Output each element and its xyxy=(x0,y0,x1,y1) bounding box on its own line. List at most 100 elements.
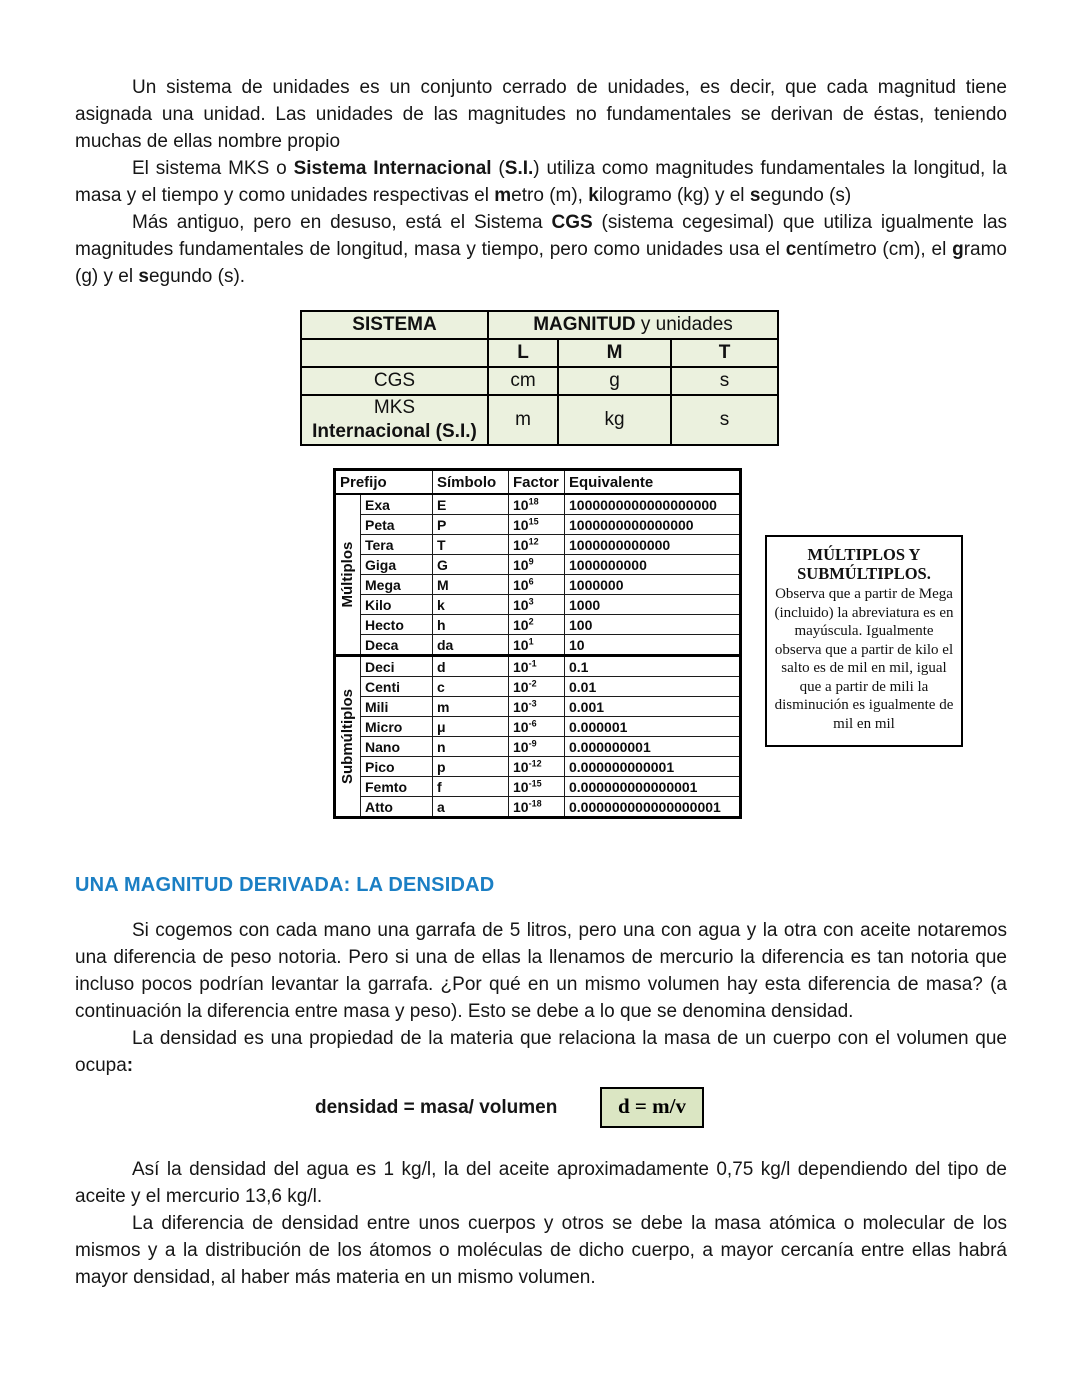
dimension-header-cell: L xyxy=(487,338,559,368)
prefijo-cell: Deca xyxy=(360,634,433,656)
factor-cell: 10-12 xyxy=(508,756,565,777)
prefijo-cell: Centi xyxy=(360,676,433,697)
simbolo-cell: M xyxy=(432,574,509,595)
factor-cell: 1018 xyxy=(508,493,565,515)
paragraph-mks-si: El sistema MKS o Sistema Internacional (… xyxy=(75,158,1007,206)
prefix-row: Femto f 10-15 0.000000000000001 xyxy=(335,776,741,797)
prefijo-cell: Mili xyxy=(360,696,433,717)
paragraph-cgs: Más antiguo, pero en desuso, está el Sis… xyxy=(75,212,1008,287)
equivalente-cell: 0.000000000000000001 xyxy=(564,796,741,818)
prefix-row: Pico p 10-12 0.000000000001 xyxy=(335,756,741,777)
si-prefixes-table: Prefijo Símbolo Factor Equivalente Múltiplos… xyxy=(333,468,742,819)
factor-cell: 10-1 xyxy=(508,654,565,677)
prefix-row: Múltiplos Exa E 1018 1000000000000000000 xyxy=(334,493,741,656)
simbolo-cell: p xyxy=(432,756,509,777)
simbolo-cell: f xyxy=(432,776,509,797)
equivalente-cell: 0.1 xyxy=(564,654,741,677)
equivalente-cell: 0.000001 xyxy=(564,716,741,737)
unit-cell: g xyxy=(557,366,672,396)
factor-cell: 106 xyxy=(508,574,565,595)
equivalente-cell: 0.000000000001 xyxy=(564,756,741,777)
simbolo-cell: T xyxy=(432,534,509,555)
prefijo-cell: Giga xyxy=(360,554,433,575)
prefix-header-row: Prefijo Símbolo Factor Equivalente xyxy=(334,469,741,495)
paragraph-garrafa: Si cogemos con cada mano una garrafa de … xyxy=(75,920,1007,1022)
equivalente-cell: 0.000000001 xyxy=(564,736,741,757)
factor-cell: 10-9 xyxy=(508,736,565,757)
paragraph-densidades-ejemplos: Así la densidad del agua es 1 kg/l, la d… xyxy=(75,1159,1007,1207)
factor-cell: 10-3 xyxy=(508,696,565,717)
simbolo-cell: da xyxy=(432,634,509,656)
unit-cell: s xyxy=(670,394,779,446)
prefix-row: Mega M 106 1000000 xyxy=(335,574,741,595)
factor-cell: 1015 xyxy=(508,514,565,535)
sistema-header-cell: SISTEMA xyxy=(300,310,489,340)
system-name-cell: CGS xyxy=(300,366,489,396)
prefijo-cell: Pico xyxy=(360,756,433,777)
prefix-row: Tera T 1012 1000000000000 xyxy=(335,534,741,555)
factor-cell: 10-2 xyxy=(508,676,565,697)
simbolo-cell: G xyxy=(432,554,509,575)
magnitud-header-cell: MAGNITUD y unidades xyxy=(487,310,779,340)
prefijo-cell: Mega xyxy=(360,574,433,595)
equivalente-cell: 1000000000000 xyxy=(564,534,741,555)
prefijo-cell: Micro xyxy=(360,716,433,737)
factor-cell: 102 xyxy=(508,614,565,635)
factor-cell: 101 xyxy=(508,634,565,656)
density-formula-text: densidad = masa/ volumen xyxy=(315,1097,558,1118)
simbolo-cell: k xyxy=(432,594,509,615)
prefix-row: Hecto h 102 100 xyxy=(335,614,741,635)
prefijo-cell: Atto xyxy=(360,796,433,818)
empty-cell xyxy=(300,338,489,368)
multiples-note-box: MÚLTIPLOS Y SUBMÚLTIPLOS. Observa que a … xyxy=(765,535,963,747)
group-label-cell: Múltiplos xyxy=(334,494,361,656)
density-paragraphs: Si cogemos con cada mano una garrafa de … xyxy=(75,917,1007,1079)
prefix-row: Giga G 109 1000000000 xyxy=(335,554,741,575)
prefijo-cell: Hecto xyxy=(360,614,433,635)
simbolo-cell: d xyxy=(432,654,509,677)
simbolo-cell: n xyxy=(432,736,509,757)
unit-cell: s xyxy=(670,366,779,396)
equivalente-cell: 10 xyxy=(564,634,741,656)
prefix-row: Deca da 101 10 xyxy=(335,634,741,656)
prefix-row: Micro μ 10-6 0.000001 xyxy=(335,716,741,737)
prefijo-cell: Femto xyxy=(360,776,433,797)
unit-cell: cm xyxy=(487,366,559,396)
paragraph-densidad-def: La densidad es una propiedad de la mater… xyxy=(75,1028,1007,1076)
table-row: CGS cm g s xyxy=(300,366,779,396)
equivalente-cell: 0.001 xyxy=(564,696,741,717)
prefijo-cell: Peta xyxy=(360,514,433,535)
unit-cell: kg xyxy=(557,394,672,446)
factor-cell: 10-15 xyxy=(508,776,565,797)
equivalente-cell: 1000 xyxy=(564,594,741,615)
equivalente-cell: 1000000000000000000 xyxy=(564,493,741,515)
factor-cell: 10-18 xyxy=(508,796,565,818)
prefix-row: Kilo k 103 1000 xyxy=(335,594,741,615)
prefix-row: Nano n 10-9 0.000000001 xyxy=(335,736,741,757)
unit-cell: m xyxy=(487,394,559,446)
paragraph-diferencia-densidad: La diferencia de densidad entre unos cue… xyxy=(75,1213,1007,1288)
equivalente-cell: 1000000000000000 xyxy=(564,514,741,535)
simbolo-cell: a xyxy=(432,796,509,818)
prefijo-cell: Kilo xyxy=(360,594,433,615)
equivalente-cell: 0.000000000000001 xyxy=(564,776,741,797)
prefix-row: Mili m 10-3 0.001 xyxy=(335,696,741,717)
prefix-row: Submúltiplos Deci d 10-1 0.1 xyxy=(334,654,741,818)
system-name-cell: MKS Internacional (S.I.) xyxy=(300,394,489,446)
factor-cell: 103 xyxy=(508,594,565,615)
table-row: MKS Internacional (S.I.) m kg s xyxy=(300,394,779,446)
factor-cell: 109 xyxy=(508,554,565,575)
factor-cell: 10-6 xyxy=(508,716,565,737)
equivalente-cell: 1000000000 xyxy=(564,554,741,575)
dimension-header-cell: M xyxy=(557,338,672,368)
intro-paragraphs: Un sistema de unidades es un conjunto ce… xyxy=(75,74,1007,290)
simbolo-cell: μ xyxy=(432,716,509,737)
factor-header-cell: Factor xyxy=(508,469,565,495)
density-formula-box: d = m/v xyxy=(600,1087,704,1128)
equivalente-header-cell: Equivalente xyxy=(564,469,741,495)
prefijo-cell: Nano xyxy=(360,736,433,757)
prefix-row: Centi c 10-2 0.01 xyxy=(335,676,741,697)
prefijo-cell: Deci xyxy=(360,654,433,677)
prefix-row: Atto a 10-18 0.000000000000000001 xyxy=(335,796,741,818)
simbolo-header-cell: Símbolo xyxy=(432,469,509,495)
